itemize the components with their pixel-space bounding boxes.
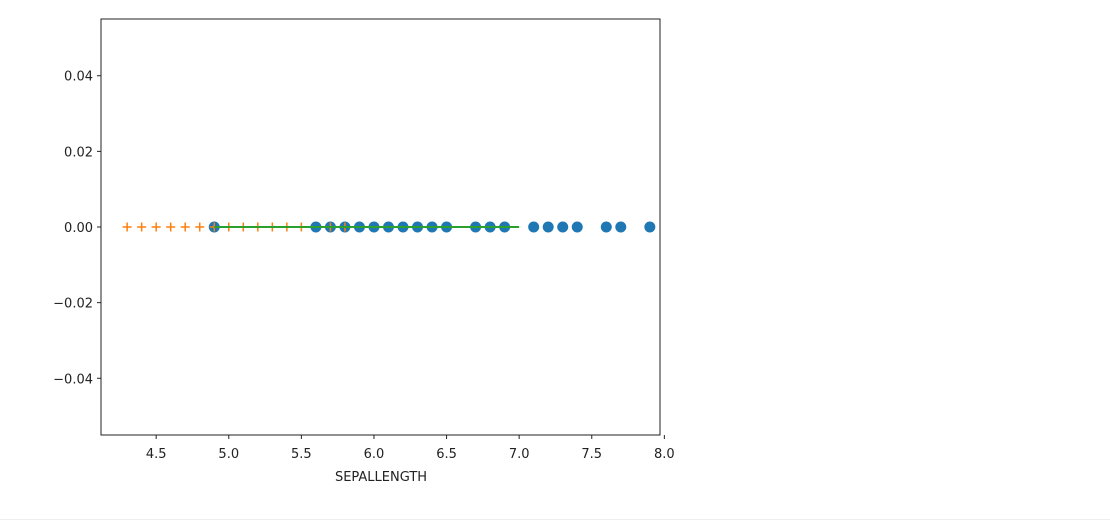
x-tick-label: 6.5 [436,447,457,462]
divider [0,519,1110,520]
series-1-point [137,222,147,232]
series-1-point [166,222,176,232]
y-axis: 0.04 0.02 0.00 −0.02 −0.04 [53,70,101,387]
series-0-point [600,221,612,233]
x-tick-label: 4.5 [146,447,167,462]
series-0-point [644,221,656,233]
data-marks [122,221,656,233]
y-tick-label: 0.00 [64,221,93,236]
series-1-point [195,222,205,232]
series-1-point [180,222,190,232]
y-tick-label: −0.04 [53,372,93,387]
y-tick-label: 0.04 [64,70,93,85]
series-0-point [557,221,569,233]
x-axis: 4.5 5.0 5.5 6.0 6.5 7.0 7.5 8.0 [146,435,675,462]
series-0-point [542,221,554,233]
x-tick-label: 5.0 [218,447,239,462]
series-0-point [528,221,540,233]
x-tick-label: 7.0 [509,447,530,462]
x-axis-label: SEPALLENGTH [335,470,427,485]
series-0-point [571,221,583,233]
series-0-point [615,221,627,233]
y-tick-label: −0.02 [53,297,93,312]
x-tick-label: 5.5 [291,447,312,462]
x-tick-label: 7.5 [581,447,602,462]
y-tick-label: 0.02 [64,145,93,160]
series-1-point [122,222,132,232]
x-tick-label: 8.0 [654,447,675,462]
series-1-point [151,222,161,232]
x-tick-label: 6.0 [364,447,385,462]
